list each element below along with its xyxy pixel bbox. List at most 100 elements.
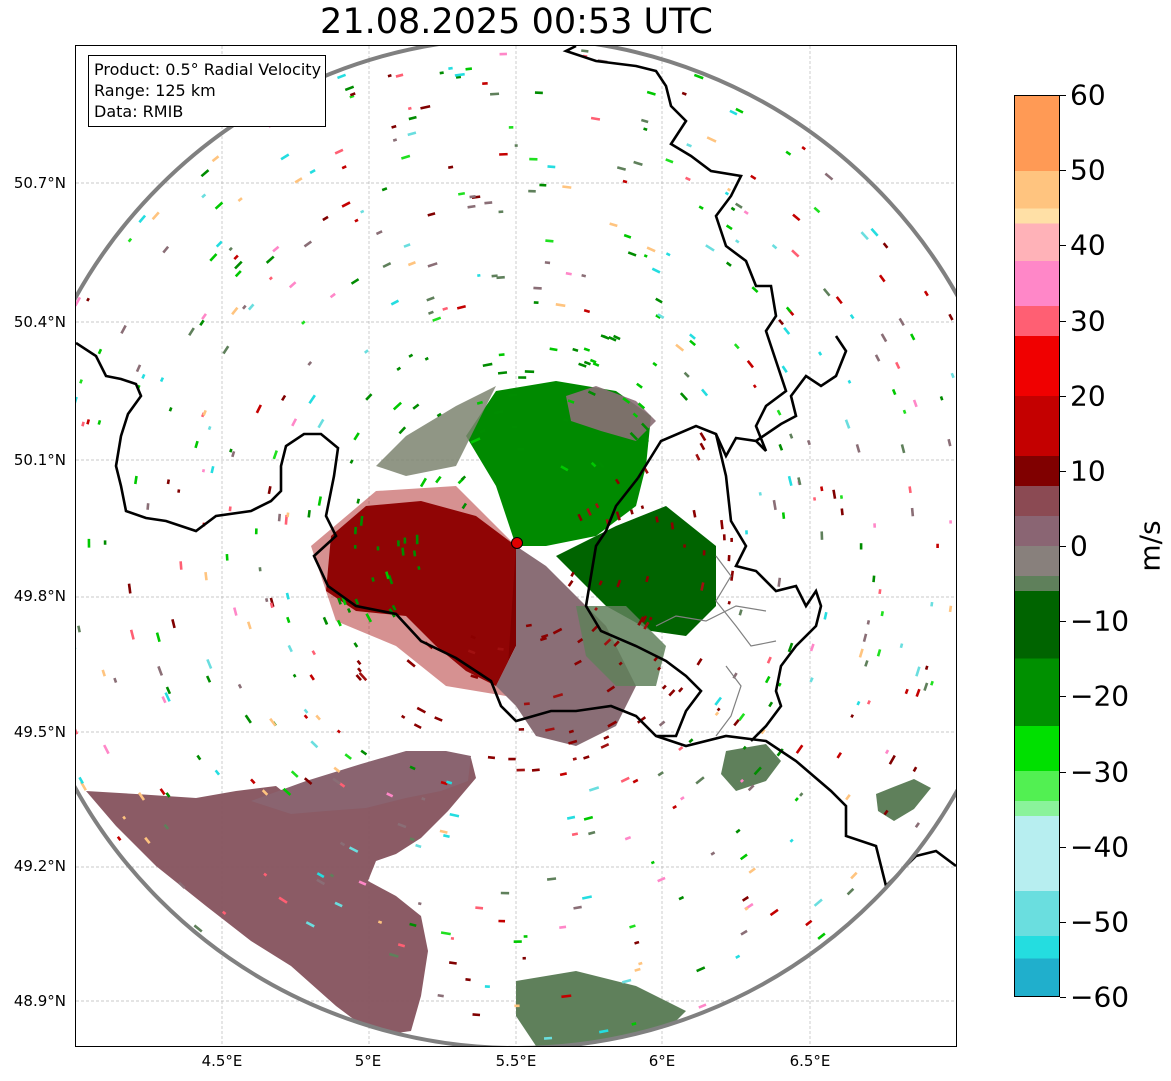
echo-speckle-bin [432,316,442,322]
echo-speckle-bin [482,81,488,85]
echo-speckle-bin [546,877,557,881]
echo-speckle-bin [883,809,889,816]
echo-speckle-bin [729,109,738,116]
border-germany-luxembourg-east [755,335,848,443]
echo-speckle-bin [566,815,576,820]
echo-speckle [76,49,955,1040]
echo-speckle-bin [407,131,417,137]
echo-speckle-bin [545,239,554,243]
echo-speckle-bin [547,165,556,169]
echo-speckle-bin [902,409,907,415]
radar-site-marker[interactable] [511,537,523,549]
echo-speckle-bin [592,362,600,367]
echo-speckle-bin [353,526,357,535]
echo-speckle-bin [689,339,697,347]
echo-speckle-bin [398,426,407,435]
colorbar-tick-label: −60 [1070,980,1130,1014]
echo-speckle-bin [864,660,869,667]
echo-speckle-bin [655,314,661,319]
echo-speckle-bin [738,609,743,616]
echo-speckle-bin [403,243,411,248]
echo-speckle-bin [155,632,161,643]
echo-speckle-bin [820,486,824,492]
echo-speckle-bin [817,932,826,940]
echo-speckle-bin [517,447,525,451]
echo-speckle-bin [795,744,804,754]
echo-speckle-bin [948,313,954,321]
echo-speckle-bin [856,700,861,706]
echo-speckle-bin [144,836,151,844]
colorbar-tick-label: 0 [1070,529,1088,563]
echo-speckle-bin [636,382,643,389]
echo-speckle-bin [541,633,549,639]
echo-speckle-bin [705,244,715,252]
echo-speckle-bin [211,155,220,163]
colorbar-tick-mark [1060,95,1066,96]
echo-speckle-bin [572,757,577,761]
echo-speckle-bin [607,720,618,728]
echo-speckle-bin [627,251,637,257]
echo-speckle-bin [895,361,901,370]
echo-speckle-bin [710,851,716,856]
echo-speckle-bin [622,179,628,184]
echo-speckle-bin [936,543,939,549]
echo-speckle-bin [344,85,355,92]
echo-speckle-bin [640,118,649,124]
echo-speckle-bin [467,649,476,655]
echo-speckle-bin [657,313,665,319]
echo-speckle-bin [269,717,277,727]
echo-speckle-bin [730,570,734,581]
echo-speckle-bin [281,394,287,402]
echo-speckle-bin [823,611,828,620]
echo-speckle-bin [86,297,90,302]
echo-speckle-bin [401,547,405,556]
echo-speckle-bin [677,687,684,693]
echo-speckle-bin [725,224,733,231]
echo-speckle-bin [646,90,656,96]
colorbar-tick-mark [1060,320,1066,322]
echo-speckle-bin [613,640,620,647]
echo-speckle-bin [583,347,591,352]
echo-speckle-bin [824,172,834,181]
info-range: Range: 125 km [94,81,216,100]
echo-speckle-bin [891,388,897,396]
echo-speckle-bin [888,754,896,765]
radar-map-panel[interactable] [75,45,957,1047]
echo-speckle-bin [146,503,150,510]
echo-speckle-bin [87,538,91,548]
echo-speckle-bin [568,739,578,745]
echo-speckle-bin [456,304,466,310]
echo-speckle-bin [371,577,375,582]
echo-speckle-bin [573,905,582,910]
echo-speckle-bin [482,362,493,368]
echo-speckle-bin [947,438,952,447]
echo-speckle-bin [631,1022,637,1026]
echo-core-receding-spread [311,486,516,696]
echo-speckle-bin [560,465,569,472]
echo-speckle-bin [490,92,500,96]
echo-speckle-bin [353,642,359,648]
echo-speckle-bin [516,768,525,772]
echo-speckle-bin [778,319,784,326]
echo-speckle-bin [835,296,843,305]
echo-speckle-bin [329,873,335,878]
echo-speckle-bin [678,895,685,901]
echo-speckle-bin [315,714,321,721]
echo-speckle-bin [549,347,558,352]
echo-speckle-bin [244,714,252,724]
echo-speckle-bin [809,677,814,683]
echo-speckle-bin [616,166,627,171]
echo-speckle-bin [194,440,199,449]
echo-speckle-bin [233,254,239,261]
echo-speckle-bin [655,516,659,523]
colorbar-tick-label: 50 [1070,153,1106,187]
echo-speckle-bin [247,303,255,311]
echo-speckle-bin [416,706,427,714]
echo-speckle-bin [177,881,186,889]
echo-speckle-bin [241,304,247,310]
echo-speckle-bin [77,625,81,633]
echo-speckle-bin [127,583,132,594]
echo-speckle-bin [294,177,303,184]
echo-speckle-bin [862,633,868,643]
echo-speckle-bin [836,751,842,759]
